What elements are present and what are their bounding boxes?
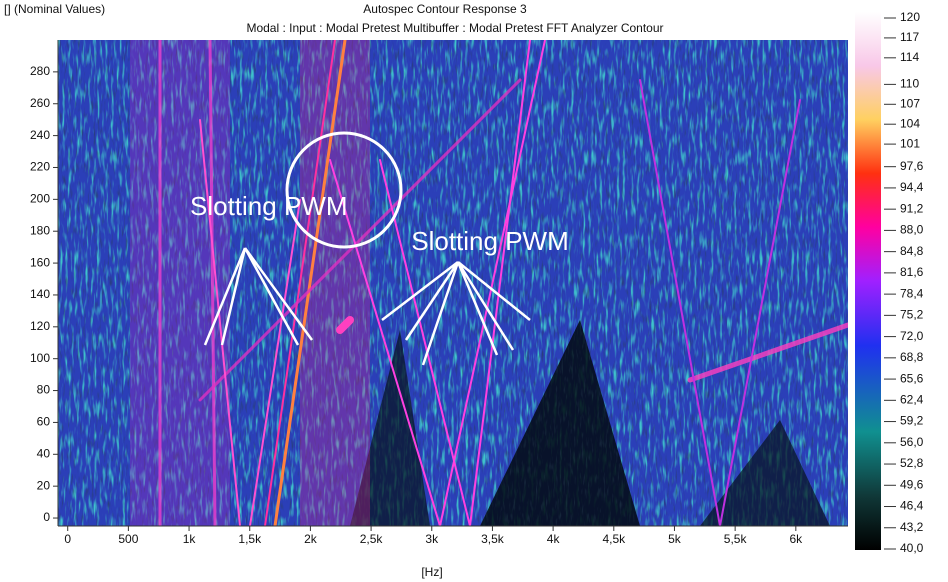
- colorbar-tick-label: 75,2: [900, 308, 924, 322]
- colorbar-tick-label: 101: [900, 136, 920, 150]
- y-tick-label: 60: [37, 415, 51, 429]
- annotation: Slotting PWM: [190, 191, 348, 221]
- colorbar-tick-label: 84,8: [900, 244, 924, 258]
- colorbar-tick-label: 114: [900, 50, 919, 64]
- colorbar-tick-label: 52,8: [900, 456, 924, 470]
- colorbar-tick-label: 62,4: [900, 392, 924, 406]
- colorbar-tick-label: 107: [900, 96, 920, 110]
- chart-title: Autospec Contour Response 3: [363, 2, 527, 16]
- colorbar-tick-label: 104: [900, 116, 920, 130]
- x-tick-label: 2,5k: [360, 532, 384, 546]
- y-tick-label: 140: [30, 287, 50, 301]
- y-tick-label: 260: [30, 96, 50, 110]
- colorbar-tick-label: 46,4: [900, 499, 924, 513]
- x-tick-label: 2k: [304, 532, 318, 546]
- colorbar-tick-label: 78,4: [900, 286, 924, 300]
- y-tick-label: 80: [37, 383, 51, 397]
- x-tick-label: 1,5k: [238, 532, 262, 546]
- x-tick-label: 4k: [547, 532, 561, 546]
- x-tick-label: 500: [118, 532, 138, 546]
- arrows: [203, 247, 531, 366]
- y-tick-label: 160: [30, 255, 50, 269]
- chart-subtitle: Modal : Input : Modal Pretest Multibuffe…: [246, 21, 663, 35]
- y-tick-label: 20: [37, 478, 51, 492]
- heatmap-texture: [58, 40, 848, 526]
- y-tick-label: 100: [30, 351, 50, 365]
- y-tick-label: 0: [43, 510, 50, 524]
- x-tick-label: 0: [64, 532, 71, 546]
- colorbar-tick-label: 81,6: [900, 265, 924, 279]
- x-tick-label: 6k: [789, 532, 803, 546]
- y-tick-label: 280: [30, 64, 50, 78]
- y-tick-label: 40: [37, 446, 51, 460]
- x-tick-label: 3k: [425, 532, 439, 546]
- y-tick-label: 180: [30, 223, 50, 237]
- annotation: Slotting PWM: [411, 226, 569, 256]
- colorbar-tick-label: 68,8: [900, 350, 924, 364]
- y-tick-label: 200: [30, 192, 50, 206]
- highlight-circle: [285, 131, 403, 249]
- colorbar-tick-label: 56,0: [900, 435, 924, 449]
- colorbar-tick-label: 94,4: [900, 180, 924, 194]
- colorbar-tick-label: 49,6: [900, 477, 924, 491]
- harmonics: [130, 40, 848, 526]
- colorbar-tick-label: 72,0: [900, 329, 924, 343]
- x-tick-label: 1k: [183, 532, 197, 546]
- x-tick-label: 4,5k: [602, 532, 626, 546]
- colorbar-tick-label: 91,2: [900, 201, 924, 215]
- colorbar-tick-label: 117: [900, 30, 919, 44]
- y-tick-label: 120: [30, 319, 50, 333]
- colorbar: [855, 12, 881, 550]
- colorbar-tick-label: 88,0: [900, 223, 924, 237]
- heatmap: Slotting PWM Slotting PWM: [58, 40, 848, 526]
- colorbar-tick-label: 97,6: [900, 159, 924, 173]
- colorbar-tick-label: 40,0: [900, 541, 924, 555]
- x-axis-label: [Hz]: [421, 565, 442, 579]
- colorbar-tick-label: 110: [900, 77, 919, 91]
- colorbar-tick-label: 120: [900, 10, 920, 24]
- corner-label: [] (Nominal Values): [4, 2, 105, 16]
- y-tick-label: 220: [30, 160, 50, 174]
- x-tick-label: 5k: [668, 532, 682, 546]
- colorbar-tick-label: 65,6: [900, 371, 924, 385]
- x-tick-label: 5,5k: [724, 532, 748, 546]
- colorbar-tick-label: 43,2: [900, 520, 924, 534]
- colorbar-tick-label: 59,2: [900, 414, 924, 428]
- y-tick-label: 240: [30, 128, 50, 142]
- x-tick-label: 3,5k: [481, 532, 505, 546]
